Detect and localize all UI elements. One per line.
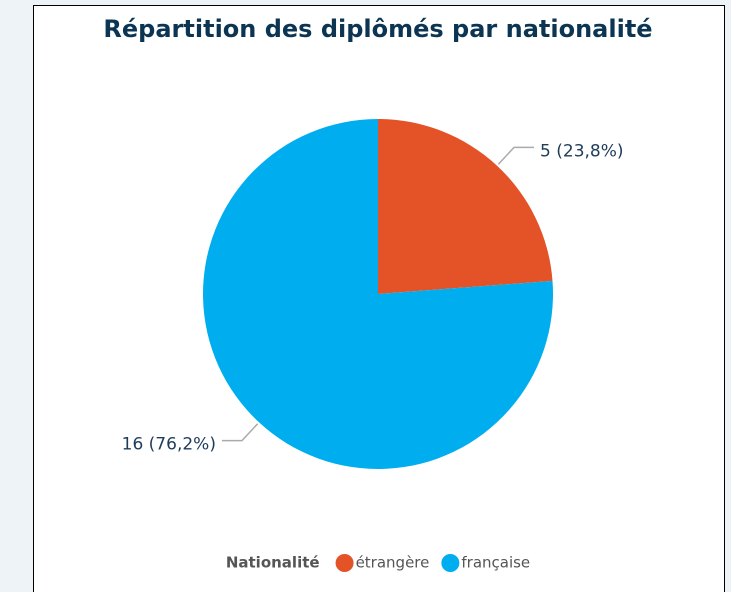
legend-label: française [461,554,530,572]
pie-slice [203,119,553,469]
chart-title: Répartition des diplômés par nationalité [103,15,652,43]
leader-line [497,146,535,165]
legend: Nationalité étrangère française [226,554,530,572]
pie-slice [378,119,553,294]
leader-line [221,423,259,442]
legend-label: étrangère [356,554,430,572]
legend-swatch [441,554,460,572]
legend-title: Nationalité [226,554,320,572]
legend-swatch [335,554,354,572]
pie: 5 (23,8%) 16 (76,2%) [122,119,624,469]
data-label: 5 (23,8%) [540,141,624,161]
data-label: 16 (76,2%) [122,435,216,455]
